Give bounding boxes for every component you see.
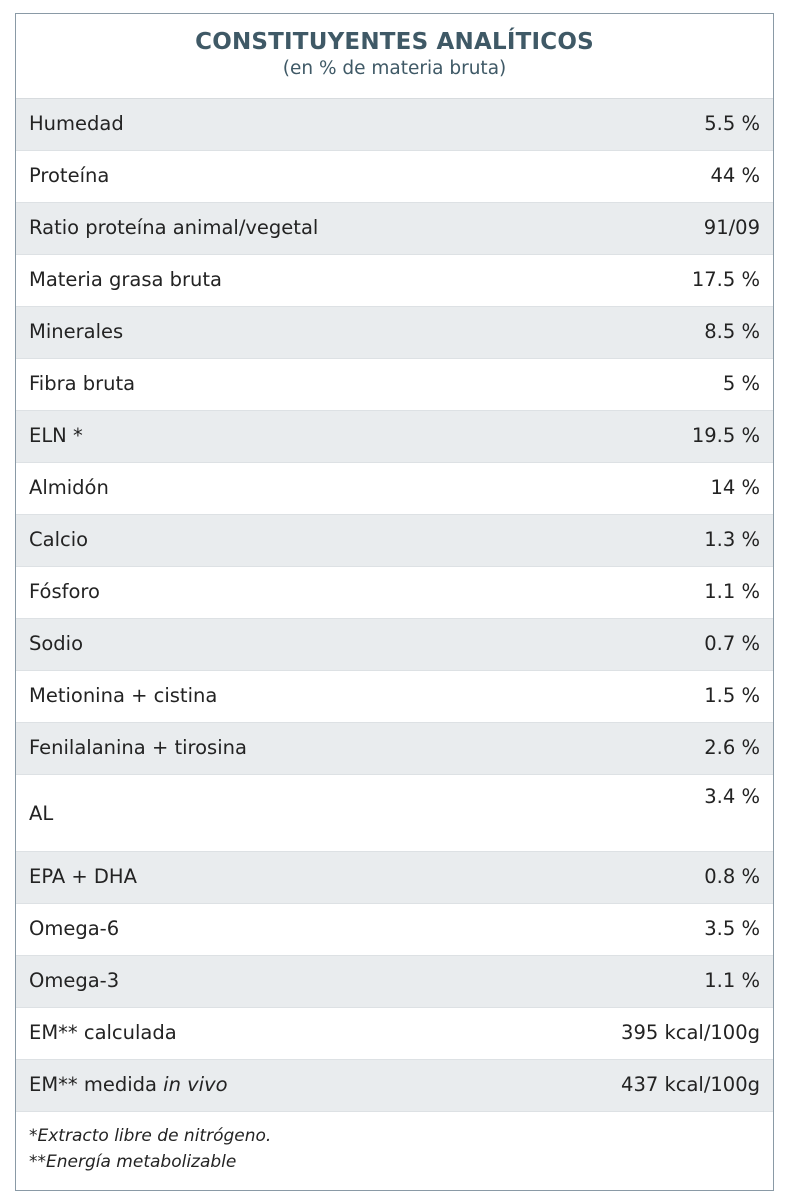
table-row: Omega-6 3.5 % (16, 904, 773, 956)
analytical-constituents-table: CONSTITUYENTES ANALÍTICOS (en % de mater… (15, 13, 774, 1191)
row-value: 5 % (722, 372, 760, 395)
table-row: Omega-3 1.1 % (16, 956, 773, 1008)
footnote-em: **Energía metabolizable (29, 1152, 237, 1172)
row-value: 395 kcal/100g (621, 1021, 760, 1044)
table-row: EM** calculada 395 kcal/100g (16, 1008, 773, 1060)
row-label: Metionina + cistina (29, 684, 218, 707)
row-label: EM** medida in vivo (29, 1060, 228, 1112)
row-label: Omega-3 (29, 969, 120, 992)
table-subtitle: (en % de materia bruta) (282, 58, 507, 79)
row-label: Materia grasa bruta (29, 268, 223, 291)
row-label: Fenilalanina + tirosina (29, 736, 247, 759)
row-value: 14 % (710, 476, 760, 499)
row-value: 437 kcal/100g (621, 1073, 760, 1096)
row-value: 1.5 % (704, 684, 760, 707)
row-value: 5.5 % (704, 112, 760, 135)
table-row: EPA + DHA 0.8 % (16, 852, 773, 904)
row-value: 1.1 % (704, 580, 760, 603)
table-row: Fenilalanina + tirosina 2.6 % (16, 723, 773, 775)
row-value: 3.4 % (704, 785, 760, 808)
table-row: Proteína 44 % (16, 151, 773, 203)
table-body: Humedad 5.5 % Proteína 44 % Ratio proteí… (16, 98, 773, 1112)
row-label: Sodio (29, 632, 84, 655)
table-row: Minerales 8.5 % (16, 307, 773, 359)
row-label: EM** calculada (29, 1021, 177, 1044)
row-label: ELN * (29, 424, 83, 447)
row-label: Proteína (29, 164, 110, 187)
table-header: CONSTITUYENTES ANALÍTICOS (en % de mater… (16, 14, 773, 98)
table-row: Ratio proteína animal/vegetal 91/09 (16, 203, 773, 255)
table-row: Calcio 1.3 % (16, 515, 773, 567)
table-row: Metionina + cistina 1.5 % (16, 671, 773, 723)
row-value: 0.7 % (704, 632, 760, 655)
row-label: AL (29, 802, 54, 825)
row-value: 0.8 % (704, 865, 760, 888)
table-row: EM** medida in vivo 437 kcal/100g (16, 1060, 773, 1112)
row-label: Omega-6 (29, 917, 120, 940)
row-label: Calcio (29, 528, 89, 551)
row-value: 1.1 % (704, 969, 760, 992)
table-row: Humedad 5.5 % (16, 99, 773, 151)
row-label-prefix: EM** medida (29, 1073, 164, 1096)
table-row: Almidón 14 % (16, 463, 773, 515)
footnote-eln: *Extracto libre de nitrógeno. (29, 1126, 272, 1146)
row-value: 1.3 % (704, 528, 760, 551)
table-row: Sodio 0.7 % (16, 619, 773, 671)
row-value: 17.5 % (691, 268, 760, 291)
row-label: Fósforo (29, 580, 100, 603)
table-row: Fibra bruta 5 % (16, 359, 773, 411)
footnotes: *Extracto libre de nitrógeno. **Energía … (16, 1112, 773, 1175)
table-row: Materia grasa bruta 17.5 % (16, 255, 773, 307)
row-label: Humedad (29, 112, 124, 135)
row-value: 8.5 % (704, 320, 760, 343)
row-label: Almidón (29, 476, 109, 499)
table-title: CONSTITUYENTES ANALÍTICOS (195, 29, 594, 55)
row-label: Fibra bruta (29, 372, 136, 395)
row-value: 2.6 % (704, 736, 760, 759)
row-label: Minerales (29, 320, 124, 343)
table-row: Fósforo 1.1 % (16, 567, 773, 619)
row-value: 44 % (710, 164, 760, 187)
row-value: 3.5 % (704, 917, 760, 940)
row-label: Ratio proteína animal/vegetal (29, 216, 319, 239)
row-label-italic: in vivo (163, 1073, 228, 1096)
table-row: AL 3.4 % (16, 775, 773, 852)
row-value: 91/09 (703, 216, 760, 239)
row-value: 19.5 % (691, 424, 760, 447)
row-label: EPA + DHA (29, 865, 137, 888)
table-row: ELN * 19.5 % (16, 411, 773, 463)
